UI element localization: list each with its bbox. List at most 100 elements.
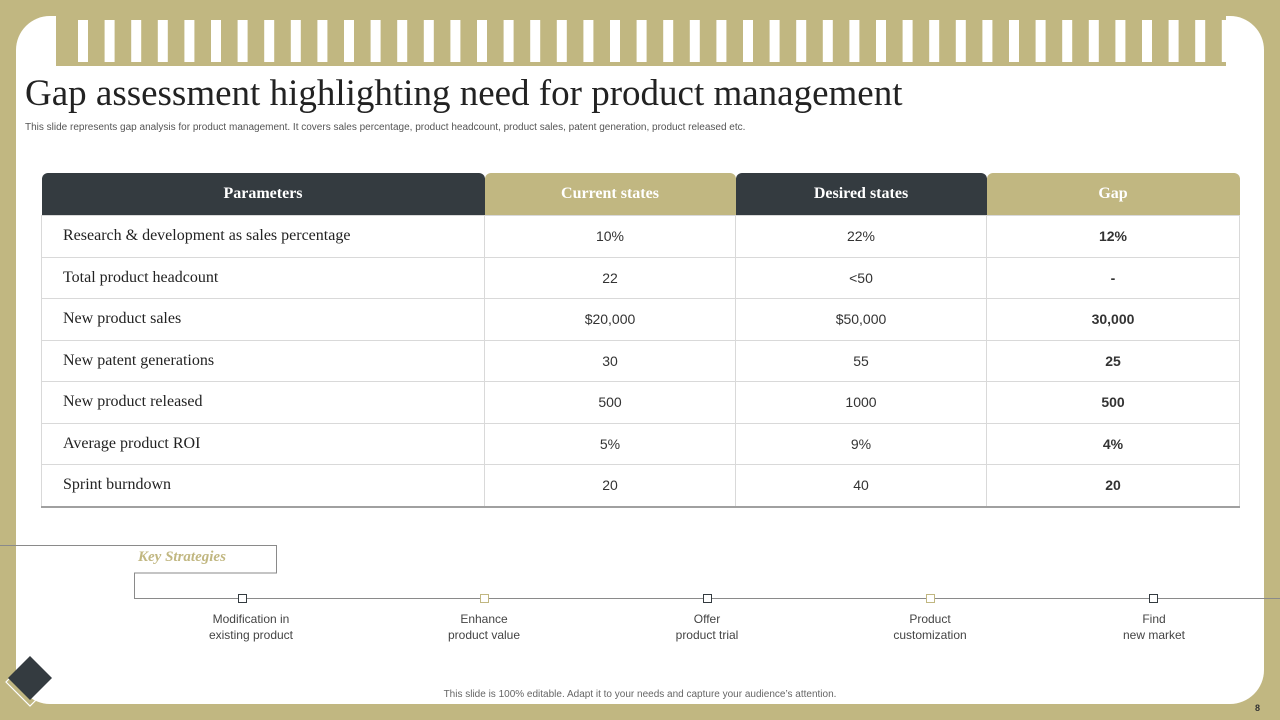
strategy-line: Find xyxy=(1142,612,1166,626)
key-strategies-label: Key Strategies xyxy=(138,549,226,565)
pattern-slot xyxy=(344,20,354,62)
pattern-slot xyxy=(264,20,275,62)
desired-cell: <50 xyxy=(735,256,987,299)
desired-cell: 9% xyxy=(735,422,987,465)
table-row: New patent generations 30 55 25 xyxy=(41,339,1240,382)
gap-cell: 12% xyxy=(986,215,1240,258)
strategy-line: existing product xyxy=(208,628,294,642)
desired-cell: 22% xyxy=(735,215,987,258)
gap-cell: - xyxy=(986,256,1240,299)
strategy-item: Product customization xyxy=(830,611,1030,643)
desired-cell: 40 xyxy=(735,464,987,508)
pattern-slot xyxy=(636,20,647,62)
timeline-dot xyxy=(238,594,247,603)
strategy-item: Enhance product value xyxy=(384,611,584,643)
parameter-cell: Total product headcount xyxy=(41,256,485,299)
parameter-cell: Sprint burndown xyxy=(41,464,485,508)
pattern-slot xyxy=(876,20,886,62)
timeline-dot xyxy=(703,594,712,603)
page-title: Gap assessment highlighting need for pro… xyxy=(25,73,903,114)
parameter-cell: New product sales xyxy=(41,298,485,341)
pattern-slot xyxy=(902,20,913,62)
table-row: Research & development as sales percenta… xyxy=(41,215,1240,258)
page-subtitle: This slide represents gap analysis for p… xyxy=(25,122,746,133)
current-cell: 5% xyxy=(484,422,736,465)
pattern-slot xyxy=(610,20,620,62)
pattern-slot xyxy=(184,20,195,62)
strategy-line: customization xyxy=(893,628,967,642)
parameter-cell: Research & development as sales percenta… xyxy=(41,215,485,258)
pattern-slot xyxy=(1115,20,1126,62)
timeline-dot xyxy=(480,594,489,603)
parameter-cell: New patent generations xyxy=(41,339,485,382)
pattern-slot xyxy=(689,20,700,62)
gap-cell: 20 xyxy=(986,464,1240,508)
pattern-slot xyxy=(822,20,833,62)
pattern-slot xyxy=(530,20,541,62)
pattern-slot xyxy=(556,20,567,62)
parameter-cell: New product released xyxy=(41,381,485,424)
timeline-dot xyxy=(926,594,935,603)
pattern-slot xyxy=(1221,20,1232,62)
pattern-slot xyxy=(1088,20,1099,62)
header-parameters: Parameters xyxy=(41,173,485,216)
strategy-line: Enhance xyxy=(460,612,508,626)
pattern-slot xyxy=(1062,20,1073,62)
current-cell: 22 xyxy=(484,256,736,299)
strategy-line: Offer xyxy=(693,612,721,626)
pattern-slot xyxy=(397,20,408,62)
pattern-slot xyxy=(1009,20,1019,62)
pattern-slot xyxy=(503,20,514,62)
desired-cell: $50,000 xyxy=(735,298,987,341)
current-cell: $20,000 xyxy=(484,298,736,341)
header-current-states: Current states xyxy=(484,173,736,216)
decorative-border-pattern xyxy=(56,16,1232,66)
pattern-slot xyxy=(1168,20,1179,62)
table-row: New product released 500 1000 500 xyxy=(41,381,1240,424)
pattern-slot xyxy=(290,20,301,62)
pattern-slot xyxy=(955,20,966,62)
gap-cell: 500 xyxy=(986,381,1240,424)
strategy-line: new market xyxy=(1122,628,1186,642)
pattern-slot xyxy=(743,20,753,62)
table-row: New product sales $20,000 $50,000 30,000 xyxy=(41,298,1240,341)
pattern-slot xyxy=(663,20,674,62)
strategy-line: product value xyxy=(447,628,521,642)
gap-cell: 30,000 xyxy=(986,298,1240,341)
strategy-line: product trial xyxy=(675,628,739,642)
strategy-item: Find new market xyxy=(1054,611,1254,643)
pattern-slot xyxy=(157,20,168,62)
strategy-item: Offer product trial xyxy=(607,611,807,643)
pattern-slot xyxy=(450,20,461,62)
pattern-slot xyxy=(1035,20,1046,62)
header-desired-states: Desired states xyxy=(735,173,987,216)
pattern-slot xyxy=(1195,20,1206,62)
page-number: 8 xyxy=(1255,703,1261,713)
pattern-slot xyxy=(982,20,993,62)
desired-cell: 1000 xyxy=(735,381,987,424)
table-header-row: Parameters Current states Desired states… xyxy=(41,173,1240,216)
gap-cell: 25 xyxy=(986,339,1240,382)
table-row: Total product headcount 22 <50 - xyxy=(41,256,1240,299)
parameter-cell: Average product ROI xyxy=(41,422,485,465)
table-row: Average product ROI 5% 9% 4% xyxy=(41,422,1240,465)
pattern-slot xyxy=(477,20,487,62)
current-cell: 30 xyxy=(484,339,736,382)
pattern-slot xyxy=(78,20,88,62)
pattern-slot xyxy=(583,20,594,62)
header-gap: Gap xyxy=(986,173,1240,216)
pattern-slot xyxy=(1142,20,1152,62)
pattern-slot xyxy=(929,20,940,62)
pattern-slot xyxy=(796,20,807,62)
pattern-slot xyxy=(211,20,221,62)
current-cell: 10% xyxy=(484,215,736,258)
footer-note: This slide is 100% editable. Adapt it to… xyxy=(443,689,837,700)
pattern-slot xyxy=(716,20,727,62)
key-strategies-connector-lines xyxy=(0,545,1280,599)
strategy-line: Product xyxy=(909,612,951,626)
diamond-logo-icon xyxy=(5,656,55,707)
pattern-slot xyxy=(104,20,115,62)
table-row: Sprint burndown 20 40 20 xyxy=(41,464,1240,508)
strategy-item: Modification in existing product xyxy=(151,611,351,643)
pattern-slot xyxy=(423,20,434,62)
